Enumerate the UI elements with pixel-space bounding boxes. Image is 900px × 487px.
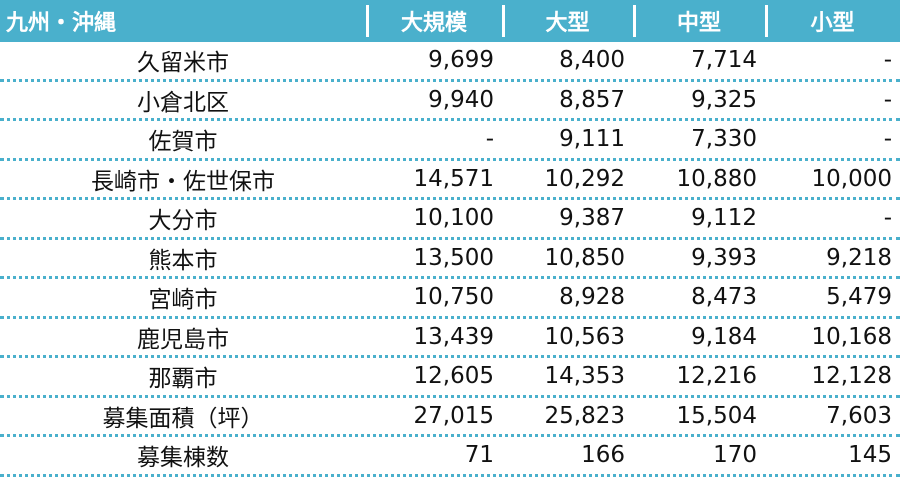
cell-large: 14,353	[544, 363, 625, 390]
cell-medium: 7,330	[691, 126, 757, 153]
table-row: 佐賀市 - 9,111 7,330 -	[0, 121, 900, 161]
table-row: 熊本市 13,500 10,850 9,393 9,218	[0, 240, 900, 279]
cell-small: 10,000	[811, 165, 892, 192]
cell-large-scale: 9,940	[428, 86, 494, 113]
row-label: 熊本市	[148, 247, 218, 274]
header-large-scale: 大規模	[366, 0, 502, 42]
row-label: 小倉北区	[137, 89, 229, 116]
row-label: 宮崎市	[148, 287, 218, 314]
cell-large: 9,387	[559, 205, 625, 232]
cell-large-scale: 13,500	[413, 244, 494, 271]
cell-medium: 9,184	[691, 323, 757, 350]
row-label: 長崎市・佐世保市	[91, 168, 275, 195]
row-label: 募集面積（坪）	[102, 405, 264, 432]
cell-large: 8,857	[559, 86, 625, 113]
cell-medium: 9,325	[691, 86, 757, 113]
header-region: 九州・沖縄	[6, 11, 117, 36]
cell-large-scale: 27,015	[413, 402, 494, 429]
cell-medium: 12,216	[676, 363, 757, 390]
cell-small: -	[883, 205, 892, 232]
cell-medium: 9,112	[691, 205, 757, 232]
cell-medium: 10,880	[676, 165, 757, 192]
table-row: 鹿児島市 13,439 10,563 9,184 10,168	[0, 319, 900, 358]
cell-large-scale: 12,605	[413, 363, 494, 390]
cell-large-scale: 14,571	[413, 165, 494, 192]
cell-large-scale: 71	[464, 442, 494, 469]
row-label: 募集棟数	[137, 445, 229, 472]
table-row: 募集棟数 71 166 170 145	[0, 437, 900, 477]
cell-small: 12,128	[811, 363, 892, 390]
cell-large: 8,400	[559, 47, 625, 74]
cell-large-scale: 10,750	[413, 284, 494, 311]
cell-large-scale: 9,699	[428, 47, 494, 74]
cell-small: 9,218	[826, 244, 892, 271]
cell-small: -	[883, 126, 892, 153]
row-label: 那覇市	[148, 366, 218, 393]
cell-large: 10,850	[544, 244, 625, 271]
cell-medium: 170	[713, 442, 757, 469]
cell-small: -	[883, 86, 892, 113]
cell-large-scale: 13,439	[413, 323, 494, 350]
table-row: 宮崎市 10,750 8,928 8,473 5,479	[0, 279, 900, 319]
cell-medium: 15,504	[676, 402, 757, 429]
header-large: 大型	[502, 0, 633, 42]
cell-small: 7,603	[826, 402, 892, 429]
cell-large: 25,823	[544, 402, 625, 429]
cell-medium: 7,714	[691, 47, 757, 74]
cell-large-scale: 10,100	[413, 205, 494, 232]
cell-large: 9,111	[559, 126, 625, 153]
row-label: 久留米市	[137, 50, 229, 77]
cell-large-scale: -	[485, 126, 494, 153]
row-label: 佐賀市	[148, 129, 218, 156]
row-label: 大分市	[148, 208, 218, 235]
cell-large: 10,292	[544, 165, 625, 192]
cell-small: 5,479	[826, 284, 892, 311]
table-row: 小倉北区 9,940 8,857 9,325 -	[0, 82, 900, 121]
cell-small: 145	[848, 442, 892, 469]
table-row: 那覇市 12,605 14,353 12,216 12,128	[0, 358, 900, 398]
header-medium: 中型	[633, 0, 765, 42]
table-header: 九州・沖縄 大規模 大型 中型 小型	[0, 0, 900, 42]
cell-small: 10,168	[811, 323, 892, 350]
cell-medium: 9,393	[691, 244, 757, 271]
cell-medium: 8,473	[691, 284, 757, 311]
table-row: 長崎市・佐世保市 14,571 10,292 10,880 10,000	[0, 161, 900, 200]
table-row: 大分市 10,100 9,387 9,112 -	[0, 200, 900, 240]
row-label: 鹿児島市	[137, 326, 229, 353]
cell-small: -	[883, 47, 892, 74]
header-small: 小型	[765, 0, 900, 42]
table-body: 久留米市 9,699 8,400 7,714 - 小倉北区 9,940 8,857 9,325 -…	[0, 42, 900, 477]
table-row: 久留米市 9,699 8,400 7,714 -	[0, 42, 900, 82]
cell-large: 10,563	[544, 323, 625, 350]
table-row: 募集面積（坪） 27,015 25,823 15,504 7,603	[0, 398, 900, 437]
cell-large: 166	[581, 442, 625, 469]
cell-large: 8,928	[559, 284, 625, 311]
